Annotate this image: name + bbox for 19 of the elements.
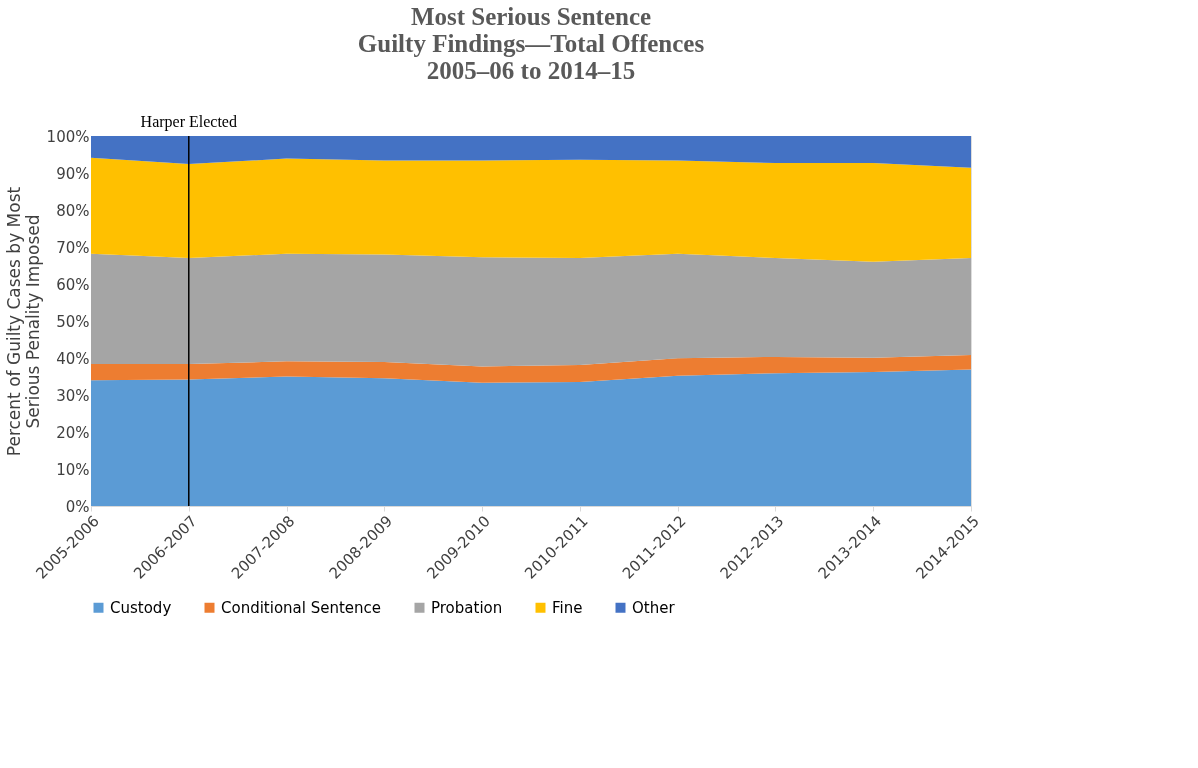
legend-label: Fine: [552, 598, 583, 617]
y-tick-label: 100%: [46, 127, 90, 146]
legend-label: Other: [632, 598, 676, 617]
y-tick-label: 80%: [56, 201, 90, 220]
legend-label: Probation: [431, 598, 503, 617]
y-tick-label: 40%: [56, 349, 90, 368]
y-tick-label: 50%: [56, 312, 90, 331]
y-tick-label: 70%: [56, 238, 90, 257]
y-tick-label: 20%: [56, 423, 90, 442]
chart-title: Most Serious Sentence Guilty Findings—Total Offences 2005–06 to 2014–15: [357, 3, 705, 84]
y-tick-label: 60%: [56, 275, 90, 294]
y-tick-label: 30%: [56, 386, 90, 405]
ref-line-label: Harper Elected: [140, 113, 237, 131]
legend-label: Custody: [110, 598, 172, 617]
y-axis-title: Percent of Guilty Cases by Most Serious Penality Imposed: [3, 186, 43, 457]
y-tick-label: 10%: [56, 460, 90, 479]
legend-label: Conditional Sentence: [221, 598, 382, 617]
y-tick-label: 90%: [56, 164, 90, 183]
y-tick-label: 0%: [65, 497, 90, 516]
